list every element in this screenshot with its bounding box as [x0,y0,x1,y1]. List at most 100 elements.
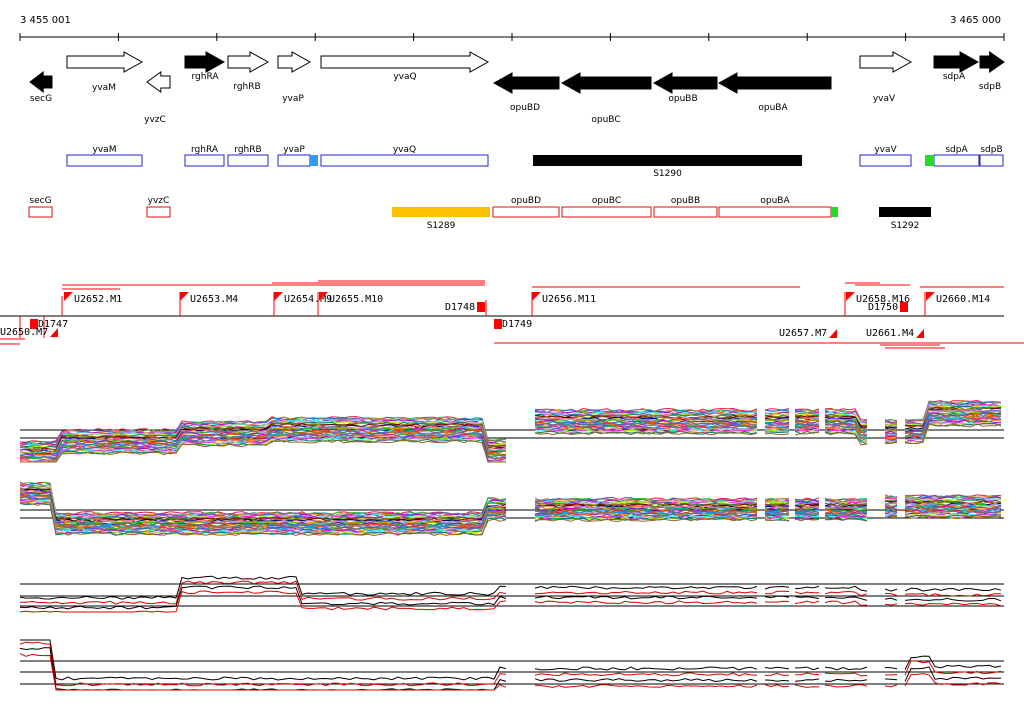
gene-arrow [859,51,913,73]
expression-line [794,684,820,688]
transcript-label: secG [29,196,51,206]
transcript-box [859,154,912,167]
gene-arrow [652,72,718,94]
expression-line [764,426,789,429]
expression-line [534,672,758,677]
expression-line [534,585,758,590]
expression-line [764,508,790,512]
gene-label: opuBD [510,103,540,113]
expression-line [904,416,1002,438]
expression-line [904,497,1002,502]
gene-arrow [320,51,490,73]
expression-line [20,438,507,463]
probe-marker [829,329,837,338]
expression-line [764,432,790,436]
expression-line [534,430,758,435]
expression-line [20,439,506,463]
expression-line [824,511,868,515]
transcript-label: yvaM [93,145,117,155]
expression-line [19,585,507,610]
transcript-label: opuBC [592,196,621,206]
expression-line [19,482,507,517]
end-coordinate: 3 465 000 [950,15,1001,26]
transcript-label: opuBB [671,196,700,206]
transcript-label: S1290 [653,169,682,179]
probe-label: D1747 [38,319,68,330]
transcript-label: sdpB [980,145,1002,155]
transcript-label: sdpA [945,145,968,155]
expression-line [884,678,898,681]
expression-line [904,655,1002,670]
expression-line [19,425,507,454]
expression-line [904,412,1002,435]
coordinate-ruler [19,33,1005,41]
expression-line [904,587,1002,592]
gene-arrow [717,72,832,94]
expression-line [905,508,1002,513]
expression-line [884,436,897,438]
expression-line [19,653,507,691]
expression-line [794,513,820,517]
expression-line [904,505,1002,510]
expression-line [904,515,1002,520]
expression-line [794,666,820,671]
expression-line [19,437,507,463]
expression-line [764,409,790,412]
expression-line [884,603,898,606]
expression-line [884,515,898,519]
transcript-box [979,154,1004,167]
probe-label: U2655.M10 [329,294,383,305]
expression-line [824,585,868,592]
promoter-marker [310,155,318,166]
expression-line [794,516,820,520]
transcript-bar [879,207,931,217]
gene-label: yvaM [92,83,116,93]
expression-line [764,513,790,516]
probe-label: U2656.M11 [542,294,596,305]
probe-marker [900,302,908,312]
expression-line [884,674,898,676]
expression-line [904,660,1002,676]
gene-label: yvaP [282,94,304,104]
probe-label: U2652.M1 [74,294,122,305]
expression-line [19,580,507,605]
expression-line [534,684,758,688]
expression-line [824,590,868,597]
expression-line [794,408,820,412]
probe-marker [30,319,38,329]
expression-line [535,590,758,595]
expression-line [764,672,789,676]
expression-line [824,684,868,688]
gene-arrow [29,70,53,94]
probe-label: U2660.M14 [936,294,990,305]
expression-line [534,505,758,510]
expression-line [764,424,790,428]
expression-line [794,420,820,424]
expression-line [824,517,868,522]
expression-line [534,517,758,521]
expression-line [824,678,868,682]
gene-label: secG [30,94,52,104]
transcript-box [28,206,53,218]
probe-marker [477,302,485,312]
gene-label: yvzC [144,115,166,125]
expression-line [824,411,868,424]
expression-line [824,600,868,606]
expression-line [884,434,898,437]
expression-line [19,590,507,613]
expression-line [534,498,758,503]
gene-arrow [277,51,312,73]
expression-line [19,495,507,530]
transcript-box [561,206,652,218]
expression-line [824,415,868,427]
expression-line [824,509,868,514]
expression-line [19,486,507,521]
transcript-label: opuBA [760,196,790,206]
probe-marker [50,328,58,337]
transcript-bar [533,155,802,166]
gene-arrow [66,51,144,73]
transcript-box [933,154,980,167]
gene-label: sdpA [943,72,966,82]
transcript-box [146,206,171,218]
